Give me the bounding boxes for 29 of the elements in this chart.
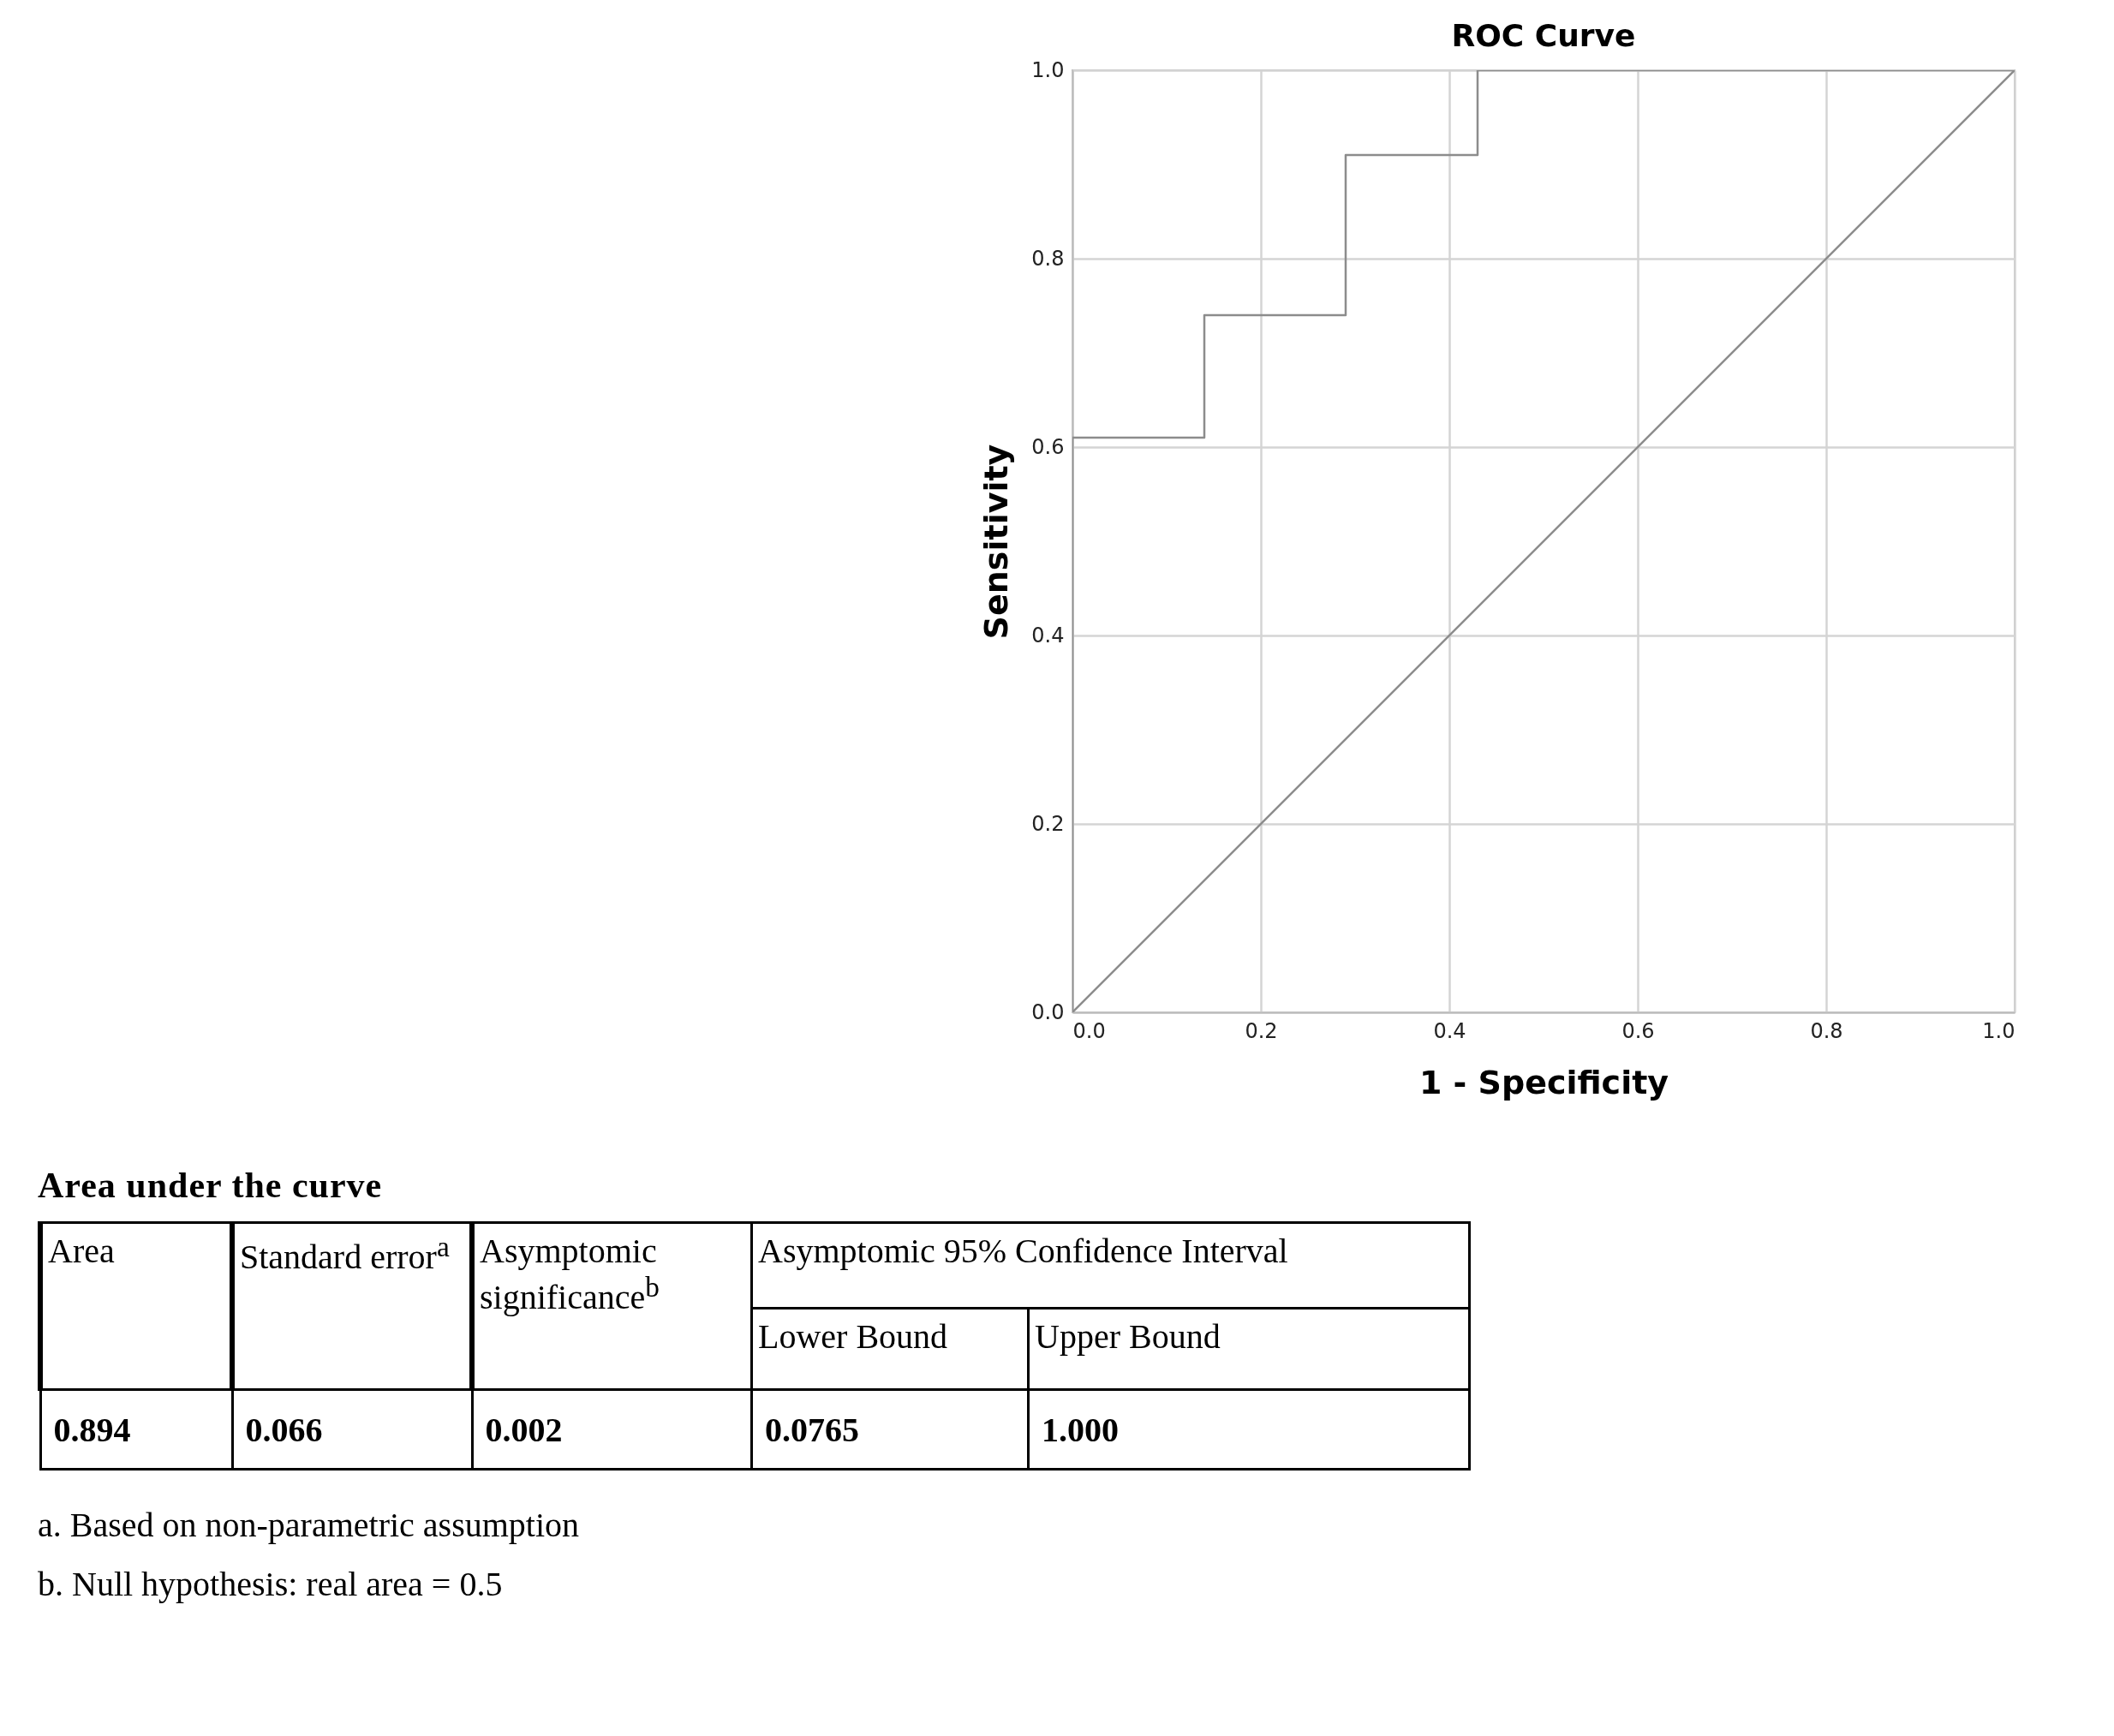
text: 0.0765	[751, 1389, 1029, 1470]
x-tick-label: 0.2	[1245, 1018, 1278, 1043]
y-tick-label: 0.6	[1031, 434, 1065, 459]
text: 1.000	[1028, 1389, 1470, 1470]
text: 0.894	[40, 1389, 232, 1470]
text: Upper Bound	[1028, 1308, 1470, 1390]
x-tick-label: 0.6	[1621, 1018, 1655, 1043]
text: Asymptomic significance$^{b}$	[472, 1222, 752, 1390]
text: 0.002	[472, 1389, 752, 1470]
text: Area	[40, 1222, 232, 1390]
x-tick-label: 0.4	[1433, 1018, 1466, 1043]
text: Standard error$^{a}$	[232, 1222, 472, 1390]
y-tick-label: 0.4	[1031, 623, 1065, 647]
chart-title: ROC Curve	[1451, 18, 1636, 53]
text: b. Null hypothesis: real area = 0.5	[38, 1564, 504, 1604]
text: 0.066	[232, 1389, 472, 1470]
text: Lower Bound	[751, 1308, 1029, 1390]
y-tick-label: 1.0	[1031, 57, 1065, 82]
text: Area under the curve	[38, 1165, 384, 1206]
y-tick-label: 0.0	[1031, 999, 1065, 1024]
x-tick-label: 0.0	[1072, 1018, 1106, 1043]
x-axis-title: 1 - Specificity	[1418, 1063, 1669, 1101]
text: Asymptomic 95% Confidence Interval	[751, 1222, 1470, 1309]
text: a. Based on non-parametric assumption	[38, 1505, 581, 1545]
y-tick-label: 0.8	[1031, 246, 1065, 271]
x-tick-label: 1.0	[1982, 1018, 2015, 1043]
y-tick-label: 0.2	[1031, 811, 1065, 836]
x-tick-label: 0.8	[1810, 1018, 1843, 1043]
y-axis-title: Sensitivity	[977, 444, 1016, 640]
